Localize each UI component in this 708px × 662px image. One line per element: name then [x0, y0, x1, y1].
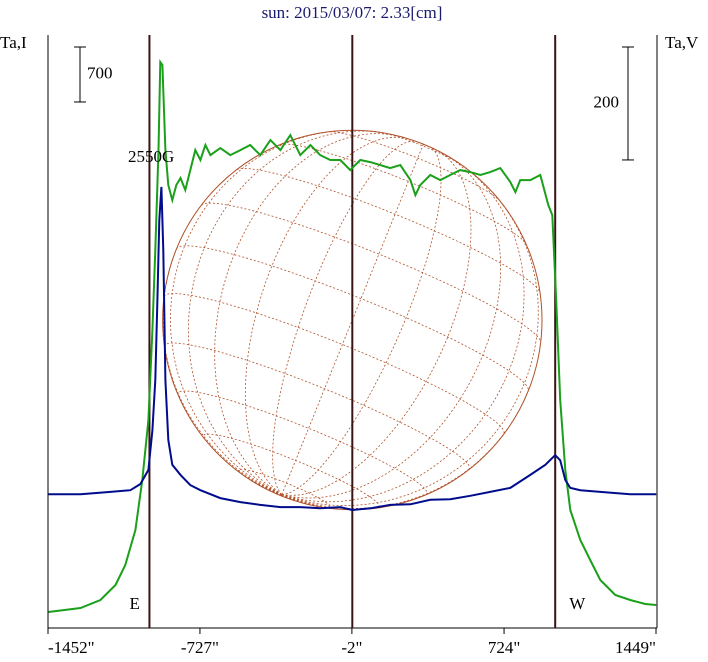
west-label: W [569, 594, 586, 613]
chart-title: sun: 2015/03/07: 2.33[cm] [262, 3, 443, 22]
x-tick-label: -2" [341, 638, 362, 657]
globe-grid-line [281, 146, 442, 495]
y2-axis-label: Ta,V [665, 33, 699, 52]
x-tick-label: -1452" [48, 638, 95, 657]
globe-grid-line [281, 494, 302, 503]
x-tick-label: -727" [181, 638, 219, 657]
globe-grid-line [217, 453, 282, 495]
globe-grid-line [280, 143, 527, 245]
globe-grid-line [281, 156, 501, 499]
data-line [48, 59, 657, 613]
scale-bar-label: 200 [594, 92, 620, 111]
globe-grid-line [281, 149, 472, 496]
globe-grid-line [201, 202, 542, 343]
x-tick-label: 1449" [615, 638, 656, 657]
globe-grid-line [244, 136, 410, 495]
globe-grid-line [281, 494, 287, 499]
globe-grid-line [329, 131, 500, 201]
y-axis-label: Ta,I [0, 33, 27, 52]
scale-bar-label: 700 [87, 63, 113, 82]
globe-grid-line [238, 469, 331, 509]
globe-grid-line [281, 192, 539, 507]
globe-grid-line [170, 130, 340, 495]
globe-grid-line [177, 390, 428, 496]
globe-grid-line [272, 140, 417, 495]
annotation: 2550G [128, 147, 174, 166]
globe-grid-line [164, 342, 470, 470]
globe-grid-line [214, 133, 397, 495]
x-tick-label: 724" [488, 638, 520, 657]
data-line [48, 186, 657, 512]
globe-grid-line [281, 164, 525, 503]
globe-grid-line [202, 433, 380, 509]
globe-grid-line [236, 168, 541, 293]
east-label: E [129, 594, 139, 613]
globe-grid-line [281, 144, 424, 495]
globe-grid-line [176, 245, 529, 392]
globe-grid-line [188, 130, 383, 495]
